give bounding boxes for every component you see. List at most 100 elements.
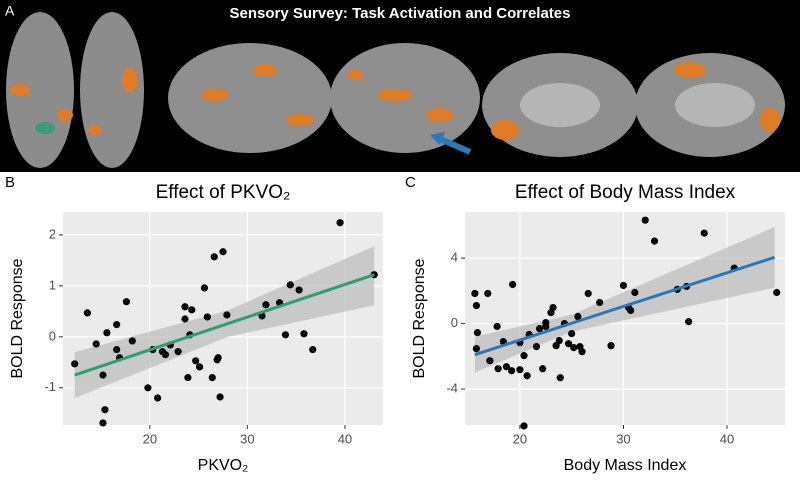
data-point: [219, 248, 227, 256]
data-point: [556, 374, 564, 382]
data-point: [685, 318, 693, 326]
data-point: [181, 315, 189, 323]
data-point: [192, 357, 200, 365]
data-point: [113, 321, 121, 329]
data-point: [516, 366, 524, 374]
data-point: [101, 406, 109, 414]
brain-images: [6, 12, 785, 168]
data-point: [627, 306, 635, 315]
data-point: [184, 374, 192, 382]
confidence-band: [74, 246, 375, 398]
data-point: [223, 311, 231, 319]
data-point: [493, 322, 501, 331]
data-point: [494, 365, 502, 373]
y-tick-label: 4: [451, 250, 458, 265]
y-axis-label: BOLD Response: [9, 258, 26, 378]
fit-line: [74, 273, 375, 377]
data-point: [99, 371, 107, 379]
data-point: [472, 301, 480, 310]
data-point: [520, 352, 528, 360]
data-point: [484, 289, 492, 298]
y-tick-label: 0: [49, 328, 56, 343]
data-point: [214, 354, 222, 362]
x-tick-label: 20: [513, 431, 527, 446]
data-point: [188, 306, 196, 314]
data-point: [773, 288, 781, 297]
chart-title: Effect of Body Mass Index: [515, 182, 736, 203]
data-point: [92, 340, 100, 348]
data-point: [584, 289, 592, 298]
data-point: [472, 345, 480, 353]
x-tick-label: 40: [720, 431, 734, 446]
fit-line: [474, 255, 776, 357]
data-point: [549, 303, 557, 312]
data-point: [539, 365, 547, 373]
data-point: [555, 336, 563, 345]
data-point: [103, 329, 111, 337]
data-point: [650, 237, 659, 245]
confidence-band: [474, 227, 775, 373]
data-point: [128, 337, 136, 345]
data-point: [564, 340, 573, 348]
data-point: [203, 313, 211, 321]
data-point: [542, 318, 550, 327]
x-axis-label: PKVO₂: [198, 457, 249, 474]
x-tick-label: 40: [338, 431, 352, 446]
data-point: [309, 345, 317, 354]
data-point: [262, 301, 270, 309]
data-point: [216, 393, 224, 401]
data-point: [200, 284, 209, 292]
x-tick-label: 20: [143, 431, 157, 446]
x-tick-label: 30: [240, 431, 254, 446]
data-point: [471, 289, 479, 298]
data-point: [568, 329, 576, 338]
data-point: [154, 394, 162, 402]
data-point: [619, 281, 628, 290]
panel-label: C: [405, 174, 416, 191]
data-point: [509, 280, 517, 289]
y-tick-label: 2: [49, 226, 56, 241]
data-point: [641, 216, 649, 224]
y-tick-label: -4: [446, 380, 458, 395]
data-point: [195, 363, 204, 371]
data-point: [631, 288, 639, 297]
data-point: [113, 345, 121, 354]
panel-title: Sensory Survey: Task Activation and Corr…: [230, 5, 571, 22]
y-tick-label: 1: [49, 277, 56, 292]
data-point: [532, 343, 541, 351]
data-point: [578, 348, 586, 356]
data-point: [700, 229, 708, 237]
data-point: [607, 342, 615, 350]
chart-title: Effect of PKVO₂: [156, 182, 291, 203]
data-point: [520, 422, 528, 430]
data-point: [286, 281, 294, 289]
data-point: [208, 374, 216, 382]
data-point: [300, 330, 308, 338]
panel-label: B: [5, 174, 15, 191]
data-point: [570, 344, 578, 352]
y-axis-label: BOLD Response: [411, 258, 428, 378]
data-point: [99, 419, 107, 427]
data-point: [336, 219, 344, 227]
data-point: [174, 348, 182, 356]
y-tick-label: 0: [451, 315, 458, 330]
panel-label: A: [5, 3, 15, 19]
data-point: [486, 357, 494, 365]
data-point: [83, 309, 91, 317]
data-point: [596, 298, 604, 307]
data-point: [122, 298, 131, 306]
x-axis-label: Body Mass Index: [564, 457, 687, 474]
data-point: [502, 363, 511, 371]
data-point: [508, 367, 516, 375]
data-point: [281, 331, 290, 339]
data-point: [473, 328, 482, 337]
x-tick-label: 30: [616, 431, 630, 446]
data-point: [535, 325, 544, 333]
data-point: [523, 372, 531, 380]
data-point: [181, 303, 189, 311]
data-point: [161, 351, 170, 359]
data-point: [295, 286, 303, 294]
y-tick-label: -1: [44, 379, 56, 394]
data-point: [574, 312, 582, 321]
